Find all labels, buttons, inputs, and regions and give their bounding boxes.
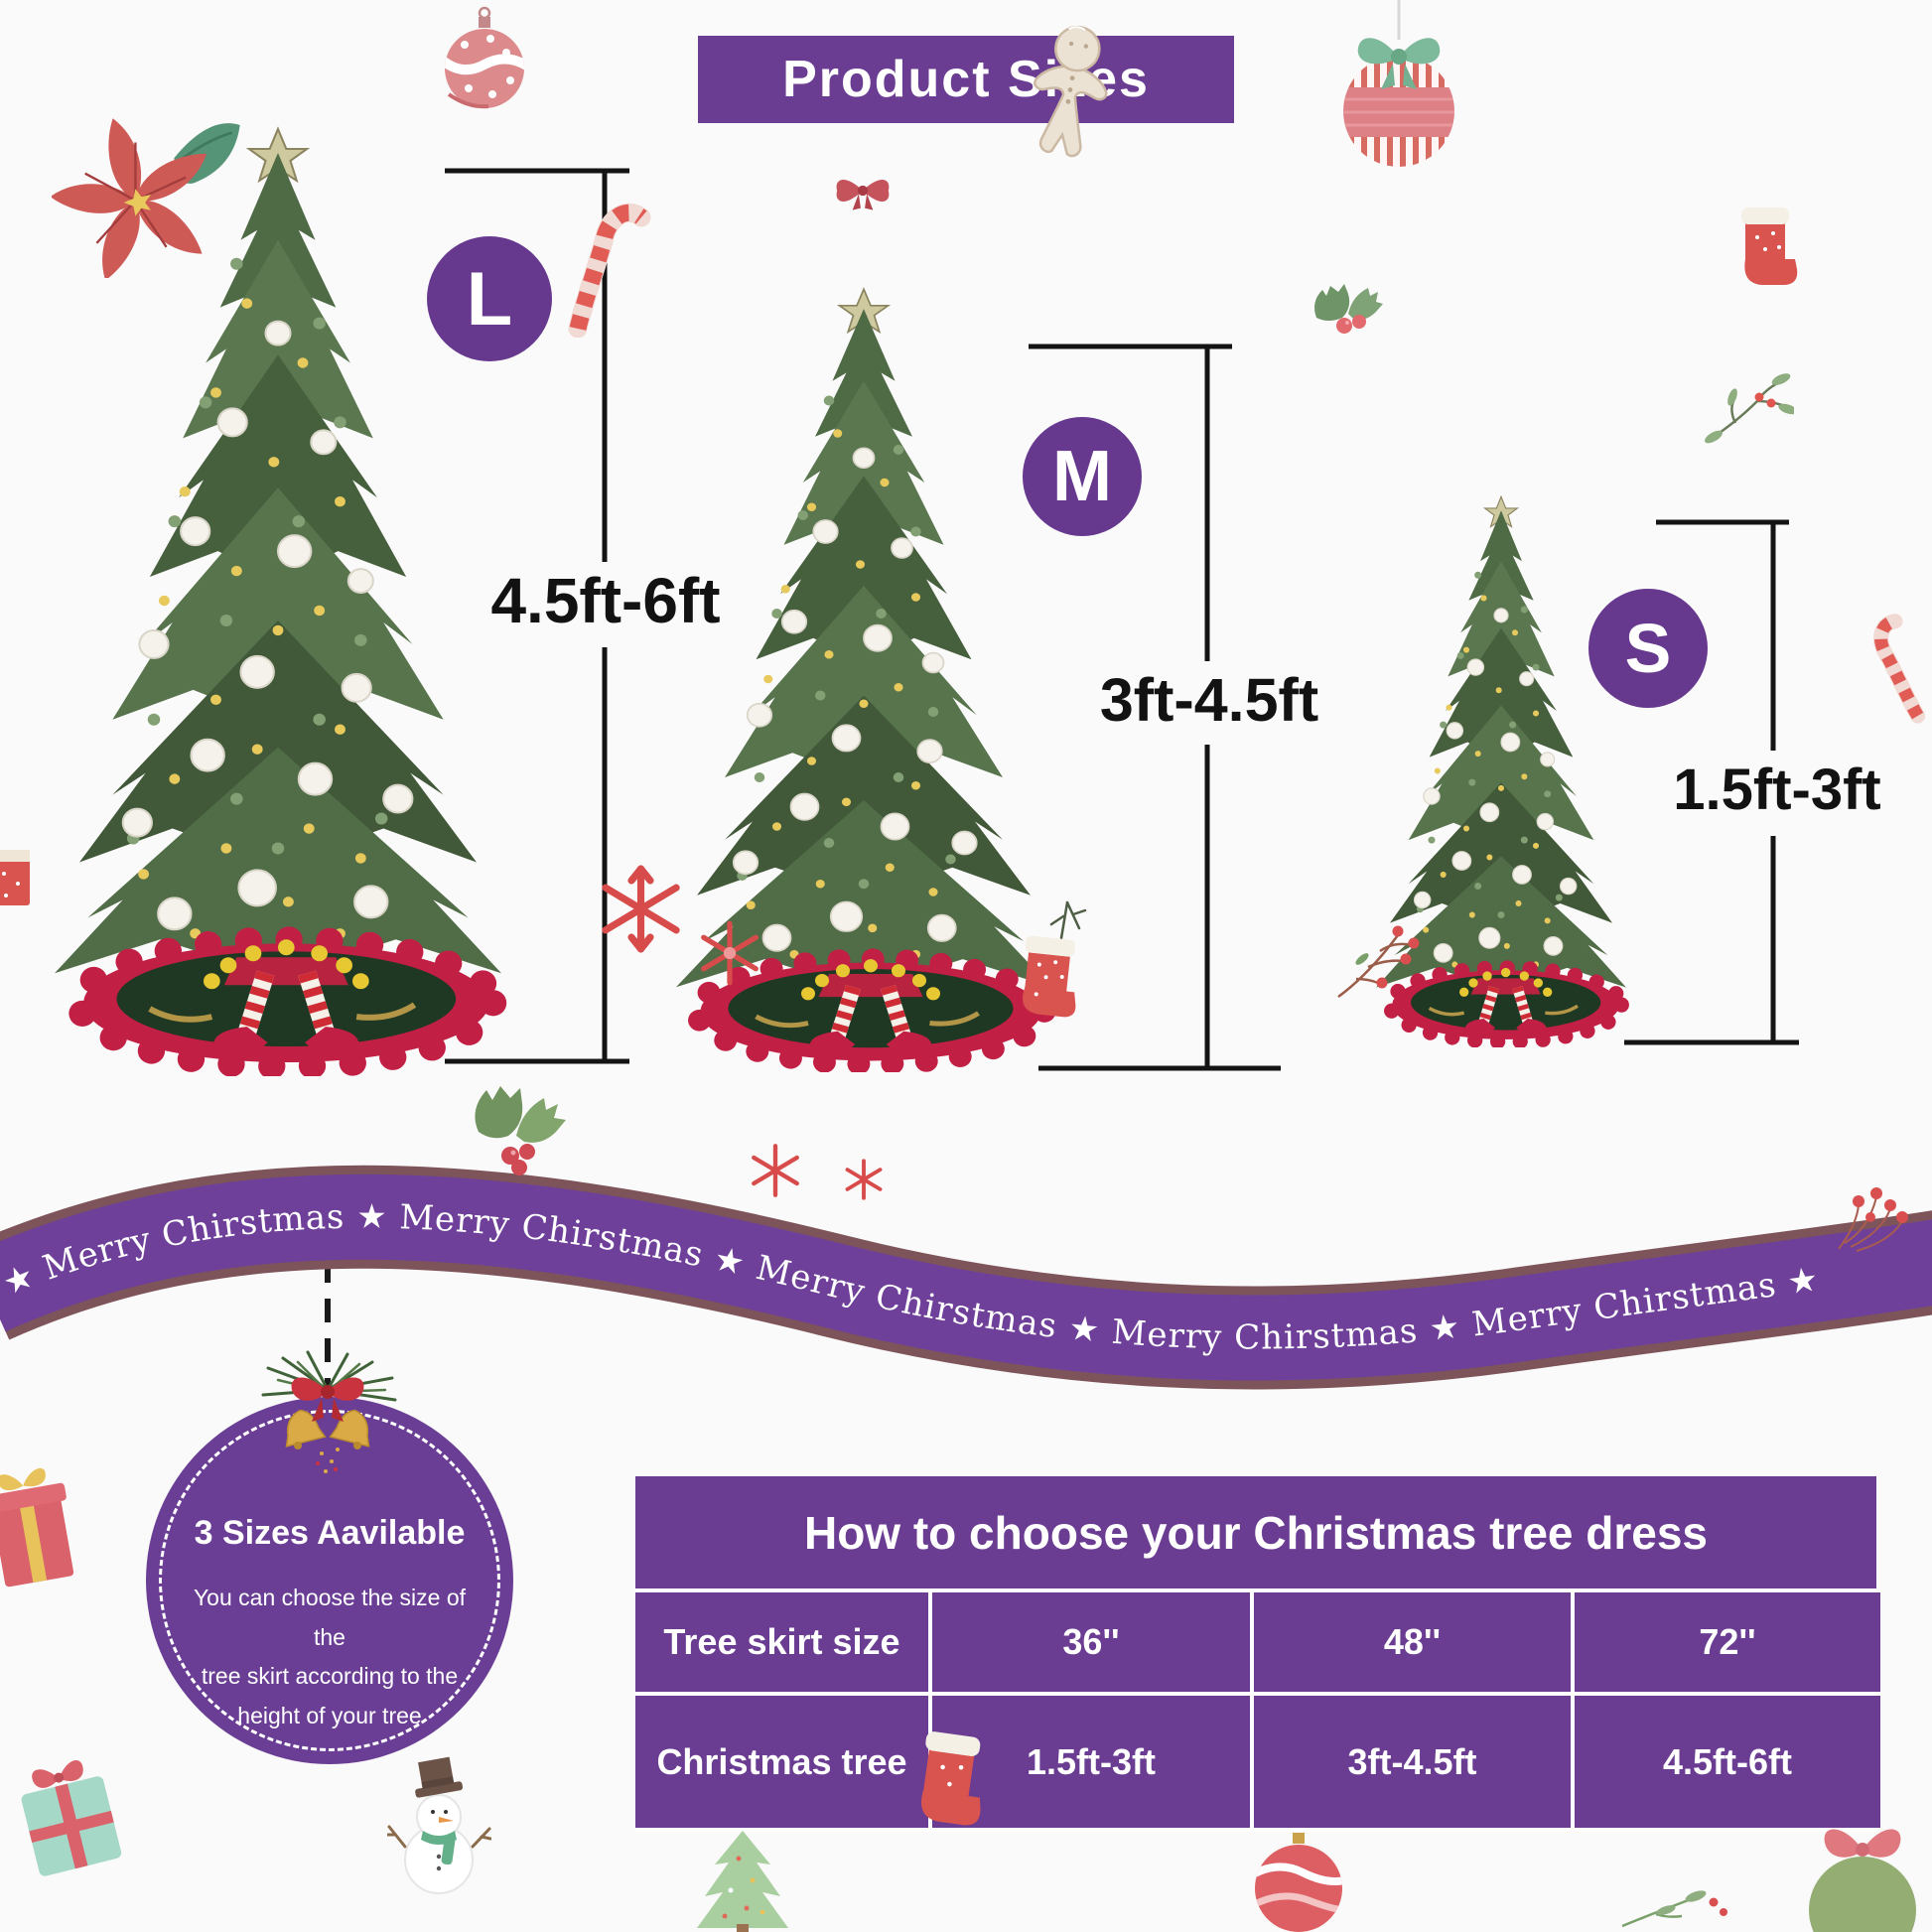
- table-cell: 48'': [1254, 1592, 1571, 1692]
- availability-badge: 3 Sizes Aavilable You can choose the siz…: [146, 1397, 513, 1764]
- gift-box-icon: [0, 850, 30, 905]
- size-badge-large-letter: L: [466, 256, 513, 342]
- availability-line: tree skirt according to the: [201, 1663, 459, 1690]
- gift-box-icon: [0, 1467, 74, 1587]
- size-table: How to choose your Christmas tree dress …: [635, 1476, 1880, 1832]
- greenery-sprig-icon: [1621, 1890, 1727, 1928]
- poinsettia-icon: [52, 118, 240, 278]
- size-badge-medium: M: [1023, 417, 1142, 536]
- table-row-label: Christmas tree: [635, 1696, 928, 1828]
- table-cell: 4.5ft-6ft: [1575, 1696, 1880, 1828]
- holly-icon: [1314, 284, 1383, 334]
- snowflake-icon: [701, 920, 759, 986]
- table-row-label: Tree skirt size: [635, 1592, 928, 1692]
- stocking-icon: [1023, 900, 1087, 1018]
- gift-box-icon: [21, 1760, 122, 1876]
- availability-title: 3 Sizes Aavilable: [194, 1514, 466, 1552]
- height-range-small: 1.5ft-3ft: [1673, 758, 1881, 822]
- ornament-ball-icon: [445, 6, 524, 109]
- red-bow-icon: [836, 180, 890, 210]
- ribbon-text: ★ Merry Chirstmas ★ Merry Chirstmas ★ Me…: [0, 1197, 1821, 1358]
- availability-line: You can choose the size of the: [193, 1585, 467, 1650]
- gingerbread-man-icon: [1034, 25, 1108, 158]
- small-tree-icon: [697, 1831, 788, 1932]
- size-table-title: How to choose your Christmas tree dress: [635, 1476, 1876, 1588]
- availability-line: height of your tree: [237, 1702, 422, 1728]
- snowflake-icon: [845, 1159, 883, 1200]
- berry-branch-icon: [1337, 925, 1420, 999]
- svg-text:★ Merry Chirstmas ★ M: ★ Merry Chirstmas ★ Merry Chirstmas ★ Me…: [0, 1197, 1822, 1358]
- candy-cane-icon: [1873, 614, 1926, 724]
- bells-icon: [261, 1350, 397, 1473]
- size-table-grid: Tree skirt size 36'' 48'' 72'' Christmas…: [635, 1592, 1880, 1828]
- snowflake-icon: [602, 865, 680, 953]
- snowman-icon: [387, 1756, 491, 1894]
- candy-cane-icon: [568, 203, 651, 338]
- size-badge-large: L: [427, 236, 552, 361]
- size-badge-small-letter: S: [1624, 610, 1672, 687]
- height-range-medium: 3ft-4.5ft: [1099, 666, 1319, 734]
- size-badge-medium-letter: M: [1052, 437, 1112, 516]
- green-ball-bow-icon: [1809, 1829, 1916, 1932]
- size-badge-small: S: [1588, 589, 1708, 708]
- table-cell: 3ft-4.5ft: [1254, 1696, 1571, 1828]
- berry-cluster-icon: [1838, 1187, 1908, 1252]
- holly-icon: [475, 1086, 566, 1175]
- stocking-icon: [921, 1731, 981, 1826]
- stocking-icon: [1741, 207, 1798, 285]
- mistletoe-icon: [1705, 373, 1794, 444]
- table-cell: 1.5ft-3ft: [932, 1696, 1250, 1828]
- page-title-banner: Product Sizes: [698, 36, 1234, 123]
- snowflake-icon: [752, 1144, 799, 1197]
- table-cell: 36'': [932, 1592, 1250, 1692]
- table-cell: 72'': [1575, 1592, 1880, 1692]
- swirl-ornament-icon: [1255, 1833, 1342, 1932]
- height-range-large: 4.5ft-6ft: [490, 565, 721, 636]
- drum-ornament-icon: [1343, 0, 1454, 167]
